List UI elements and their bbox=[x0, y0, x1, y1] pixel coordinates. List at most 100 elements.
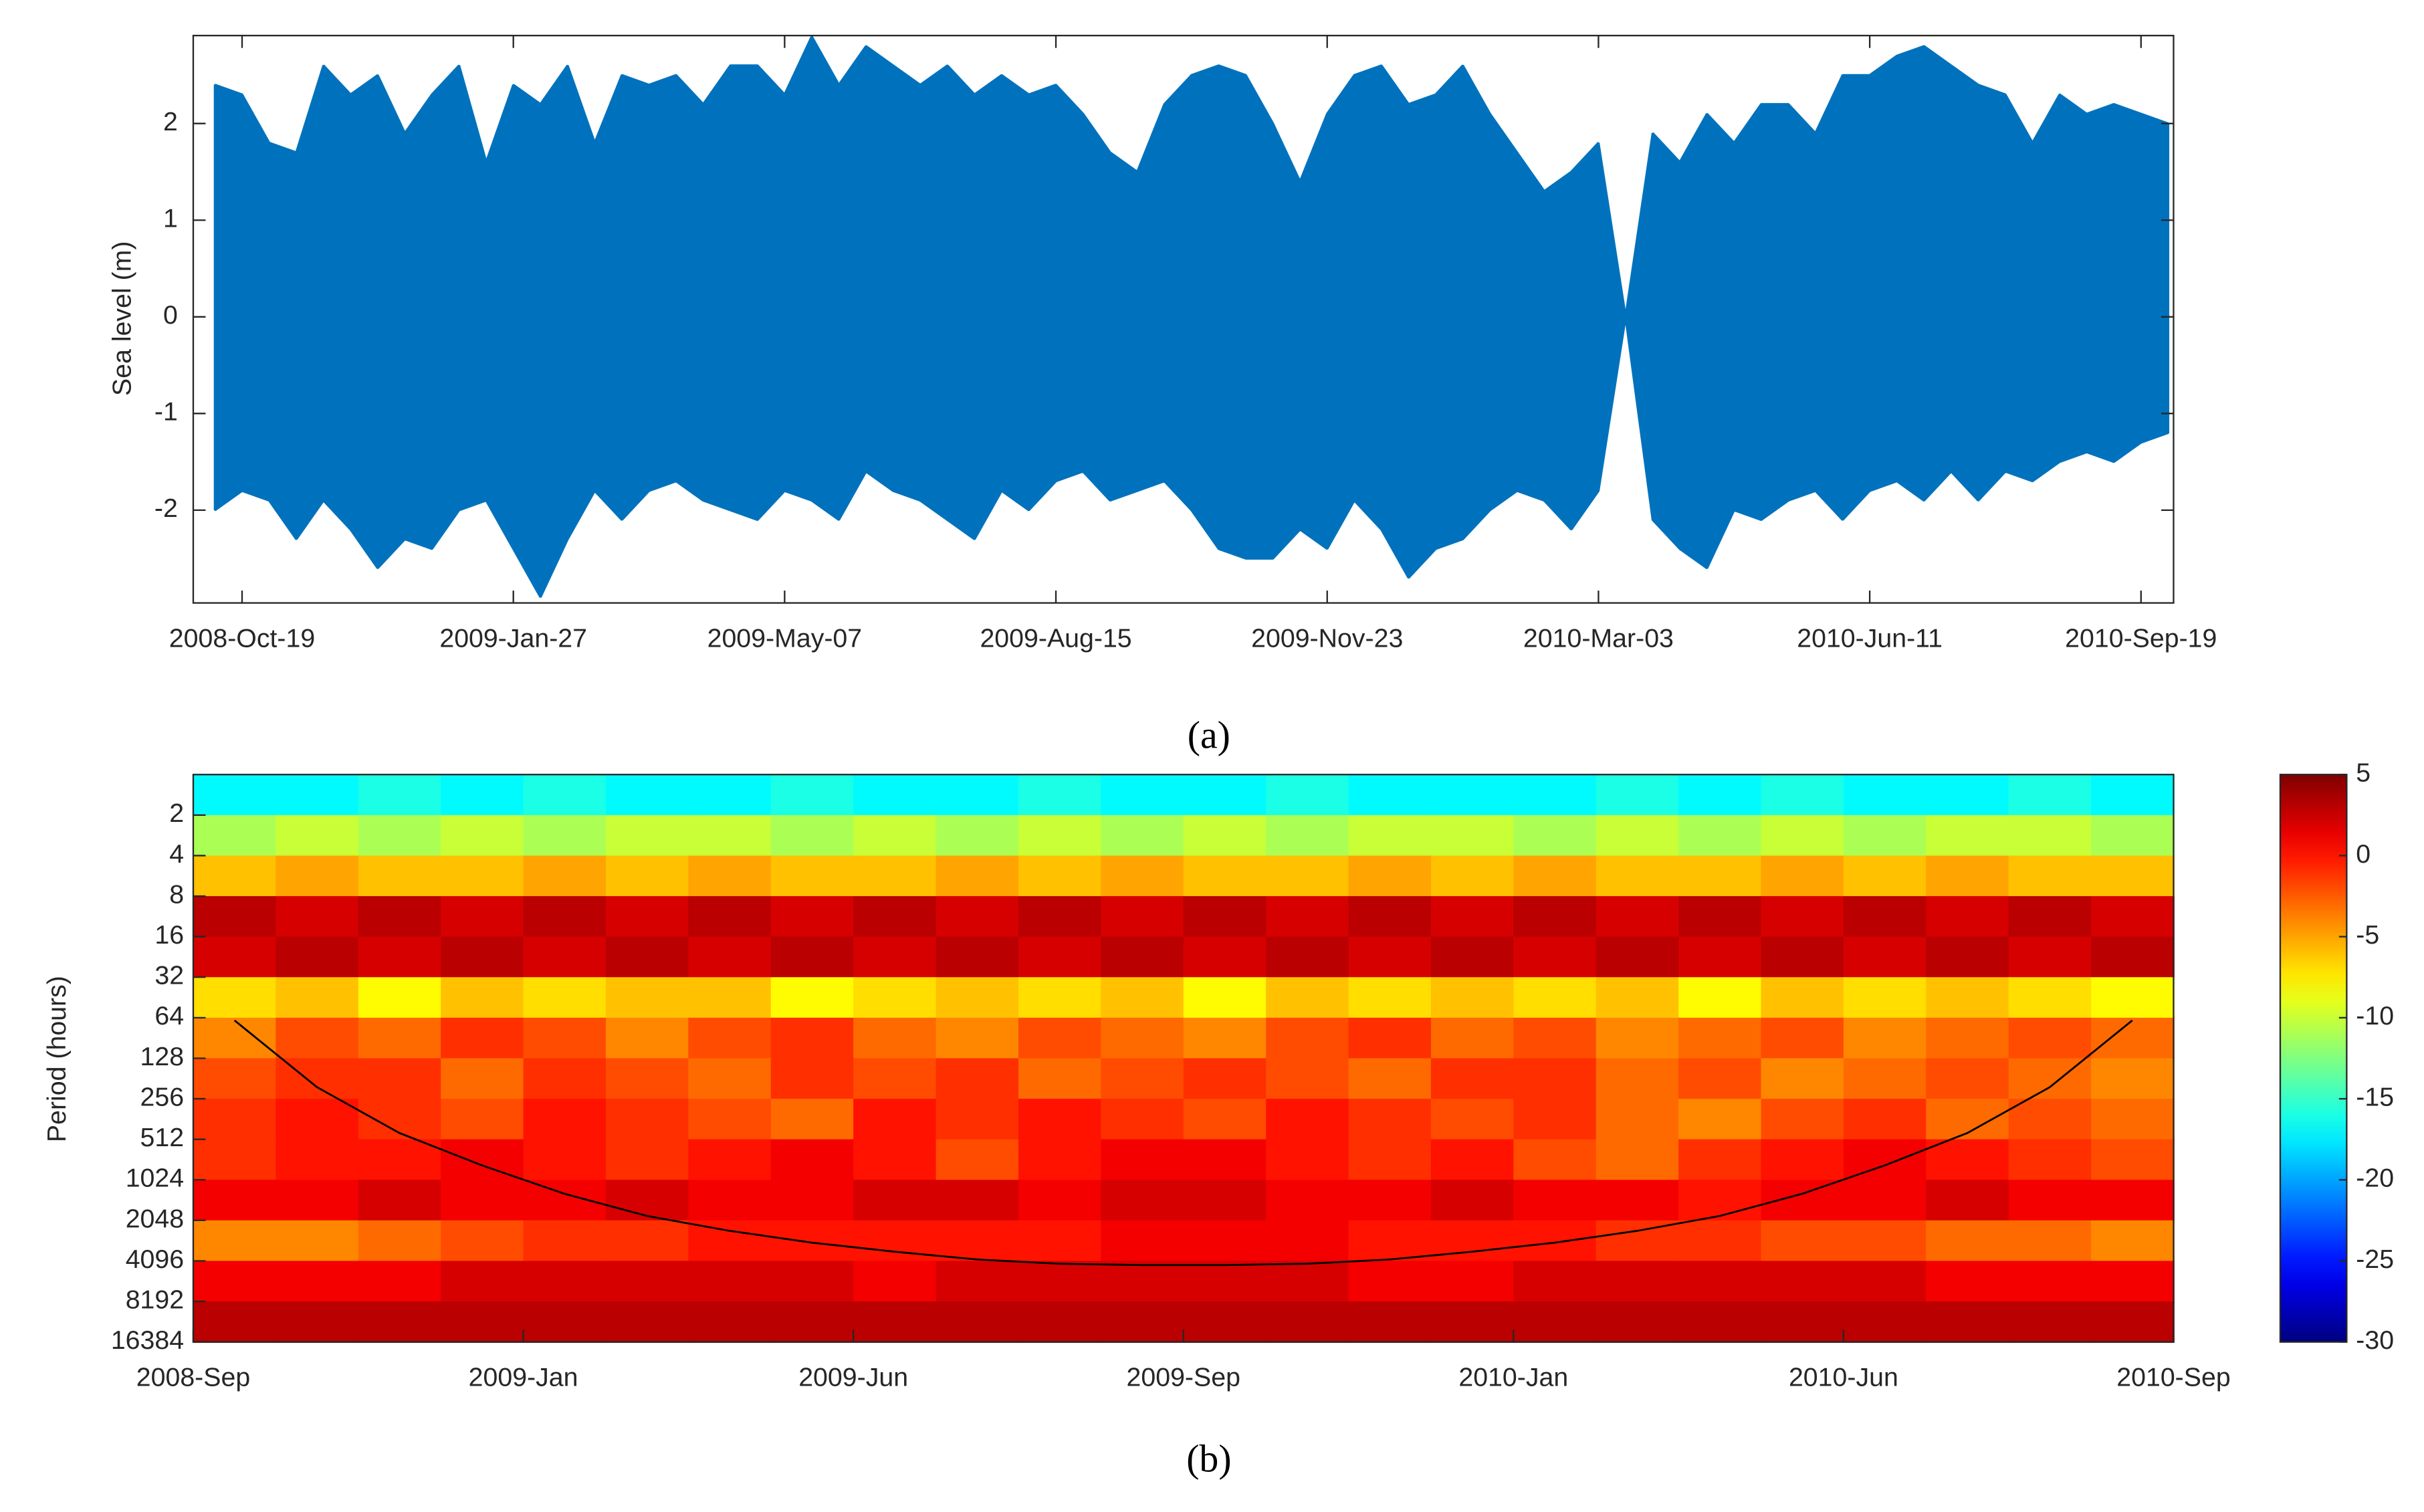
heatmap-cell bbox=[2091, 774, 2175, 817]
heatmap-cell bbox=[1843, 1099, 1927, 1141]
heatmap-cell bbox=[1018, 1301, 1102, 1343]
heatmap-cell bbox=[193, 1220, 277, 1262]
heatmap-cell bbox=[2008, 896, 2092, 938]
heatmap-cell bbox=[1678, 896, 1762, 938]
heatmap-cell bbox=[1018, 936, 1102, 978]
heatmap-cell bbox=[688, 855, 772, 897]
heatmap-cell bbox=[1266, 1301, 1349, 1343]
heatmap-cell bbox=[1926, 1301, 2010, 1343]
heatmap-cell bbox=[1018, 896, 1102, 938]
heatmap-cell bbox=[770, 1017, 855, 1059]
heatmap-cell bbox=[1678, 1180, 1762, 1222]
heatmap-cell bbox=[1513, 1261, 1597, 1303]
heatmap-cell bbox=[1761, 936, 1845, 978]
heatmap-cell bbox=[2091, 1301, 2175, 1343]
heatmap-cell bbox=[1595, 1220, 1680, 1262]
heatmap-cell bbox=[441, 977, 524, 1019]
caption: (b) bbox=[1186, 1437, 1231, 1480]
y-tick-label: 1 bbox=[163, 204, 178, 233]
heatmap-cell bbox=[1430, 1261, 1515, 1303]
heatmap-cell bbox=[1678, 1220, 1762, 1262]
heatmap-cell bbox=[853, 1058, 937, 1100]
heatmap-cell bbox=[1430, 977, 1515, 1019]
heatmap-cell bbox=[853, 1261, 937, 1303]
heatmap-cell bbox=[276, 815, 360, 857]
heatmap-cell bbox=[1430, 1058, 1515, 1100]
heatmap-cell bbox=[441, 1017, 524, 1059]
heatmap-cell bbox=[1843, 1261, 1927, 1303]
heatmap-cell bbox=[1266, 774, 1349, 817]
heatmap-cell bbox=[1101, 936, 1185, 978]
caption: (a) bbox=[1188, 714, 1230, 756]
heatmap-cell bbox=[770, 1261, 855, 1303]
heatmap-cell bbox=[1843, 1301, 1927, 1343]
heatmap-cell bbox=[441, 1261, 524, 1303]
heatmap-cell bbox=[523, 896, 607, 938]
heatmap-cell bbox=[688, 1058, 772, 1100]
heatmap-cell bbox=[1018, 1139, 1102, 1181]
heatmap-cell bbox=[935, 1099, 1020, 1141]
heatmap-cell bbox=[853, 977, 937, 1019]
heatmap-cell bbox=[1678, 936, 1762, 978]
x-tick-label: 2008-Sep bbox=[136, 1363, 250, 1392]
heatmap-cell bbox=[1183, 815, 1267, 857]
heatmap-cell bbox=[1348, 815, 1432, 857]
heatmap-cell bbox=[1513, 1301, 1597, 1343]
heatmap-cell bbox=[605, 1220, 689, 1262]
x-tick-label: 2010-Jun bbox=[1789, 1363, 1898, 1392]
heatmap-cell bbox=[358, 1180, 442, 1222]
heatmap-cell bbox=[276, 896, 360, 938]
heatmap-cell bbox=[688, 1139, 772, 1181]
heatmap-cell bbox=[2008, 1220, 2092, 1262]
heatmap-cell bbox=[2091, 977, 2175, 1019]
heatmap-cell bbox=[2091, 815, 2175, 857]
heatmap-cell bbox=[1761, 977, 1845, 1019]
heatmap-cell bbox=[1348, 1017, 1432, 1059]
heatmap-cell bbox=[1926, 1180, 2010, 1222]
heatmap-cell bbox=[523, 1220, 607, 1262]
y-tick-label: 4 bbox=[169, 839, 184, 869]
heatmap-cell bbox=[358, 1220, 442, 1262]
y-tick-label: 8 bbox=[169, 879, 184, 909]
heatmap-cell bbox=[1513, 815, 1597, 857]
heatmap-cell bbox=[1926, 1058, 2010, 1100]
heatmap-cell bbox=[276, 1261, 360, 1303]
heatmap-cell bbox=[1018, 1017, 1102, 1059]
heatmap-cell bbox=[1430, 1099, 1515, 1141]
heatmap-cell bbox=[688, 896, 772, 938]
heatmap-cell bbox=[770, 936, 855, 978]
heatmap-cell bbox=[523, 1139, 607, 1181]
y-tick-label: 512 bbox=[140, 1123, 185, 1152]
y-tick-label: 4096 bbox=[126, 1245, 184, 1274]
x-tick-label: 2010-Sep-19 bbox=[2065, 623, 2217, 653]
heatmap-cell bbox=[1018, 774, 1102, 817]
heatmap-cell bbox=[605, 936, 689, 978]
heatmap-cell bbox=[1595, 1301, 1680, 1343]
heatmap-cell bbox=[853, 936, 937, 978]
heatmap-cell bbox=[853, 896, 937, 938]
heatmap-cell bbox=[1266, 1058, 1349, 1100]
heatmap-cell bbox=[770, 896, 855, 938]
heatmap-cell bbox=[1430, 1017, 1515, 1059]
heatmap-cell bbox=[193, 1180, 277, 1222]
colorbar bbox=[2279, 774, 2348, 1343]
heatmap-cell bbox=[1761, 1058, 1845, 1100]
heatmap-cell bbox=[1430, 774, 1515, 817]
heatmap bbox=[193, 774, 2175, 1343]
heatmap-cell bbox=[1513, 774, 1597, 817]
y-tick-label: 32 bbox=[154, 961, 184, 990]
heatmap-cell bbox=[1761, 1220, 1845, 1262]
heatmap-cell bbox=[935, 774, 1020, 817]
y-tick-label: 128 bbox=[140, 1042, 185, 1071]
heatmap-cell bbox=[770, 1099, 855, 1141]
heatmap-cell bbox=[605, 896, 689, 938]
heatmap-cell bbox=[441, 1220, 524, 1262]
heatmap-cell bbox=[1266, 1099, 1349, 1141]
heatmap-cell bbox=[441, 1180, 524, 1222]
heatmap-cell bbox=[1101, 774, 1185, 817]
heatmap-cell bbox=[853, 1301, 937, 1343]
heatmap-cell bbox=[1843, 1017, 1927, 1059]
heatmap-cell bbox=[441, 1058, 524, 1100]
